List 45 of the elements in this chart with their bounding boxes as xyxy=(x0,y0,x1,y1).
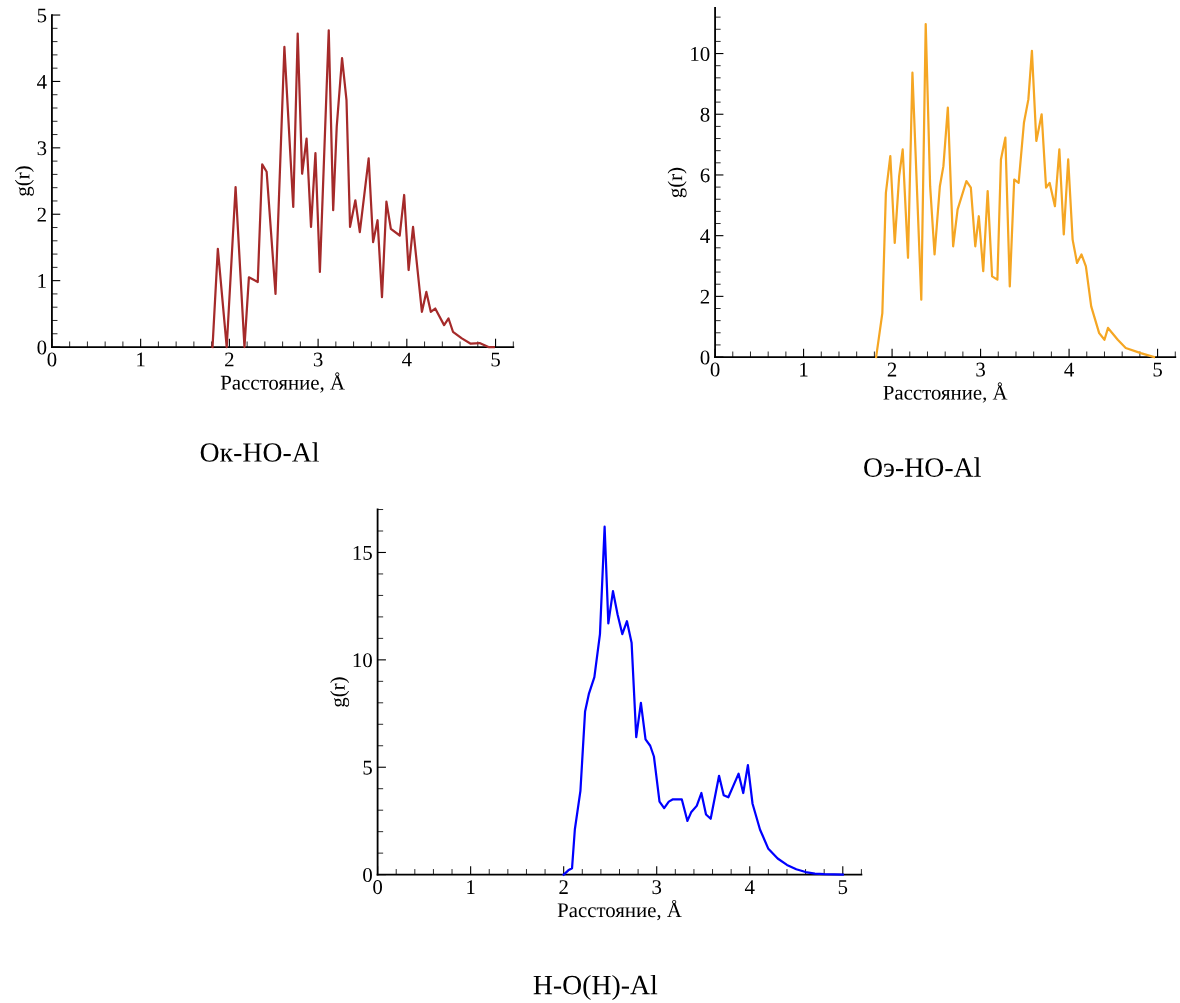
x-axis-title: Расстояние, Å xyxy=(883,382,1008,403)
y-tick-label: 2 xyxy=(37,207,46,222)
y-tick-label: 3 xyxy=(37,141,47,156)
y-tick-label: 2 xyxy=(700,289,710,304)
x-tick-label: 2 xyxy=(887,362,897,377)
x-tick-label: 4 xyxy=(402,352,412,367)
x-tick-label: 4 xyxy=(744,880,755,894)
x-tick-label: 3 xyxy=(652,880,662,895)
line-series xyxy=(875,23,1156,359)
x-tick-label: 0 xyxy=(47,352,57,367)
y-tick-label: 5 xyxy=(37,8,47,23)
y-tick-label: 1 xyxy=(38,274,46,288)
x-tick-label: 3 xyxy=(976,362,985,377)
y-tick-label: 4 xyxy=(700,229,710,243)
x-tick-label: 2 xyxy=(225,352,234,367)
x-tick-label: 4 xyxy=(1064,362,1074,377)
y-tick-label: 0 xyxy=(363,867,372,883)
y-axis-title: g(r) xyxy=(667,167,687,198)
text: Ок-HO-Al xyxy=(200,442,319,462)
line-series xyxy=(211,29,495,349)
y-tick-label: 10 xyxy=(353,653,372,668)
y-axis-title: g(r) xyxy=(330,677,350,707)
line-series xyxy=(562,525,844,876)
x-tick-label: 1 xyxy=(467,880,475,894)
x-axis-title: Расстояние, Å xyxy=(220,372,345,393)
y-axis-title: g(r) xyxy=(14,166,34,196)
x-tick-label: 2 xyxy=(559,880,568,894)
y-tick-label: 15 xyxy=(353,545,372,560)
text: H-O(H)-Al xyxy=(533,974,658,1001)
x-tick-label: 5 xyxy=(838,880,848,895)
y-tick-label: 6 xyxy=(700,168,710,183)
y-tick-label: 8 xyxy=(700,107,710,122)
y-tick-label: 4 xyxy=(37,74,47,89)
x-tick-label: 5 xyxy=(1153,362,1162,377)
x-tick-label: 3 xyxy=(313,352,323,367)
y-tick-label: 10 xyxy=(691,46,710,61)
y-tick-label: 0 xyxy=(37,340,47,355)
x-axis-title: Расстояние, Å xyxy=(557,899,682,921)
y-tick-label: 5 xyxy=(363,760,372,775)
text: Оэ-НО-Al xyxy=(864,457,981,477)
x-tick-label: 0 xyxy=(710,362,720,377)
x-tick-label: 0 xyxy=(373,880,383,895)
x-tick-label: 5 xyxy=(491,352,500,367)
x-tick-label: 1 xyxy=(800,362,808,377)
x-tick-label: 1 xyxy=(137,352,145,367)
